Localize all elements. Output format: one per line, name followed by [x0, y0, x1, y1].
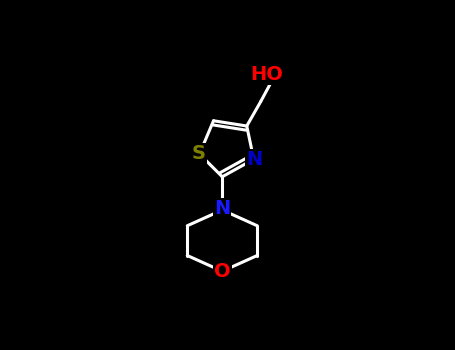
Text: S: S: [192, 144, 206, 163]
Text: O: O: [214, 262, 231, 281]
Text: N: N: [214, 199, 230, 218]
Text: N: N: [246, 150, 263, 169]
Text: HO: HO: [250, 65, 283, 84]
